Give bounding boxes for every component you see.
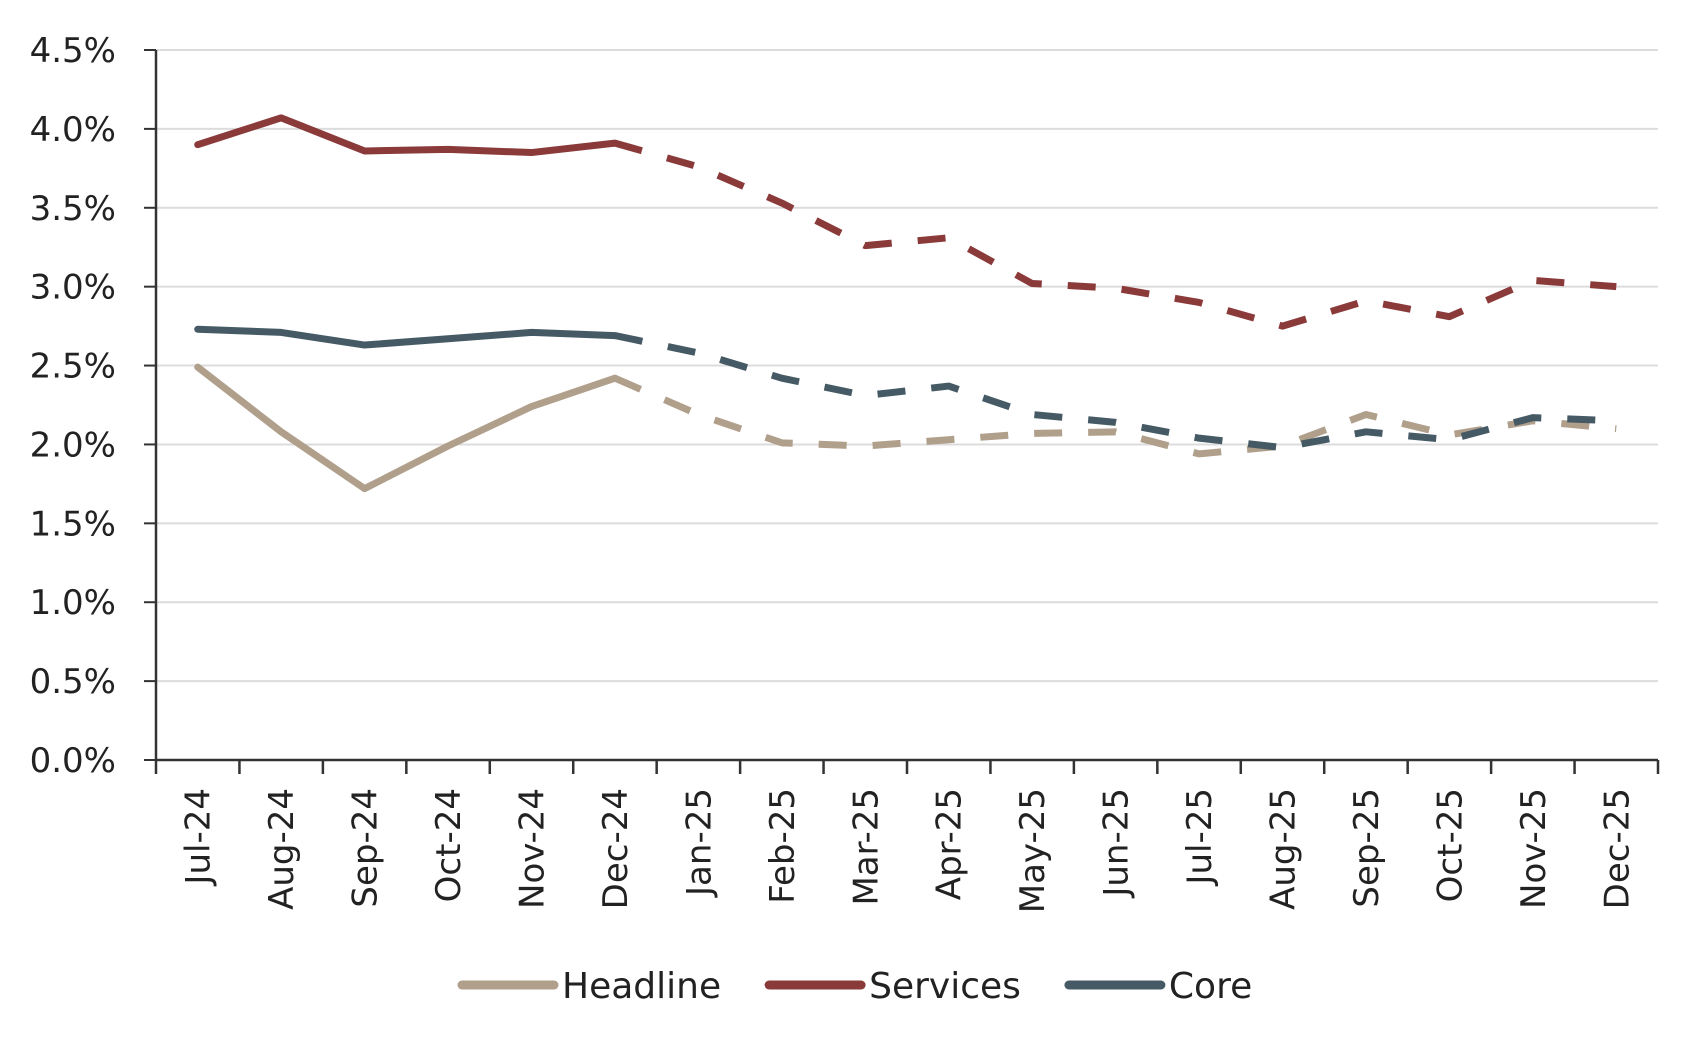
series-lines [194,114,1617,493]
x-tick-label: Jan-25 [679,788,719,898]
y-tick-label: 4.5% [30,31,116,71]
x-tick-label: Jul-25 [1180,788,1220,887]
y-tick-label: 3.5% [30,189,116,229]
x-tick-label: Sep-25 [1347,788,1387,908]
series-services-point [698,166,699,167]
x-tick-label: Sep-24 [346,788,386,908]
x-tick-label: Dec-25 [1597,788,1637,909]
series-core-point [698,352,699,353]
x-tick-label: Jul-24 [179,788,219,887]
x-tick-label: Nov-24 [513,788,553,909]
series-headline-point [865,446,866,447]
y-axis-tick-labels: 0.0% 0.5% 1.0% 1.5% 2.0% 2.5% 3.0% 3.5% 4.0% 4.5% [30,31,116,781]
series-headline-point [1282,446,1283,447]
y-tick-label: 1.0% [30,583,116,623]
series-headline-point [698,414,699,415]
y-tick-label: 1.5% [30,504,116,544]
x-tick-label: Dec-24 [596,788,636,909]
series-headline-point [1449,434,1450,435]
x-axis-tick-labels: Jul-24 Aug-24 Sep-24 Oct-24 Nov-24 Dec-24 Jan-… [179,788,1638,913]
y-tick-label: 0.0% [30,741,116,781]
series-core-point [1616,420,1617,421]
legend-label-core: Core [1169,966,1252,1007]
series-core-actual-line [194,325,619,349]
series-services-point [948,237,949,238]
y-tick-label: 2.5% [30,347,116,387]
x-tick-label: Nov-25 [1514,788,1554,909]
series-core-point [865,395,866,396]
y-tick-label: 0.5% [30,662,116,702]
x-tick-label: Apr-25 [930,788,970,900]
axes [154,50,1660,774]
legend: Headline Services Core [457,966,1252,1007]
legend-item-core: Core [1064,966,1252,1007]
x-tick-label: Jun-25 [1097,788,1137,899]
x-tick-label: Feb-25 [763,788,803,904]
y-tick-label: 3.0% [30,268,116,308]
gridlines [144,49,1658,761]
legend-item-services: Services [764,966,1021,1007]
x-tick-label: Mar-25 [846,788,886,906]
y-tick-label: 2.0% [30,425,116,465]
series-headline-actual-line [194,363,619,493]
legend-label-headline: Headline [562,966,721,1007]
x-tick-label: May-25 [1013,788,1053,913]
series-core-point [1032,414,1033,415]
series-core-forecast-line [614,332,1617,452]
x-tick-label: Aug-25 [1264,788,1304,910]
legend-item-headline: Headline [457,966,721,1007]
series-services-point [1115,288,1116,289]
x-tick-label: Oct-25 [1430,788,1470,902]
legend-label-services: Services [869,966,1021,1007]
series-services-actual-line [194,114,619,157]
series-headline-forecast-line [613,374,1617,458]
series-core-point [1449,439,1450,440]
y-tick-label: 4.0% [30,110,116,150]
series-core-point [1282,447,1283,448]
x-tick-label: Aug-24 [262,788,302,910]
series-headline-point [1032,433,1033,434]
series-services-point [1532,280,1533,281]
x-tick-label: Oct-24 [429,788,469,902]
series-services-forecast-line [613,139,1617,330]
series-services-point [1365,300,1366,301]
